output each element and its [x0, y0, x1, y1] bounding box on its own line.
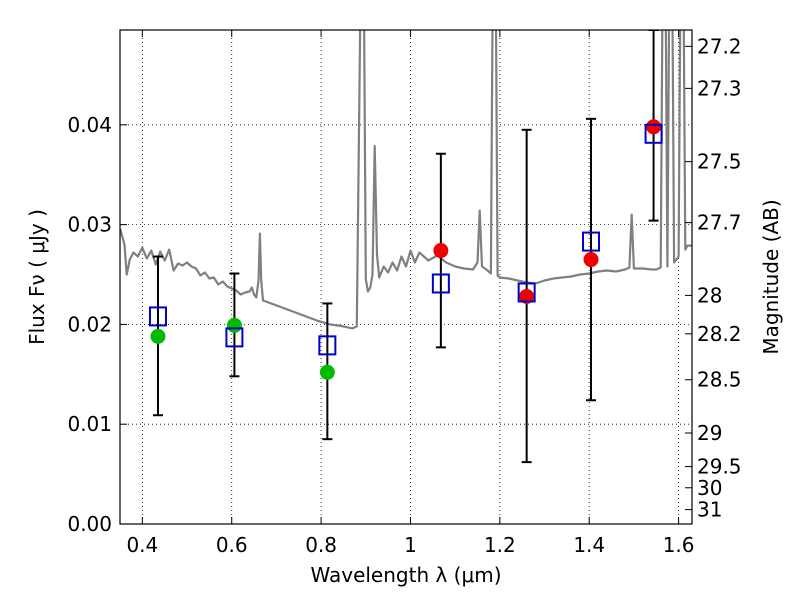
spectrum-line [120, 30, 692, 330]
y2-tick-label: 29 [697, 421, 722, 445]
filled-circle-point [319, 364, 335, 380]
filled-circle-point [150, 328, 166, 344]
open-square-point [148, 306, 167, 327]
y2-tick-label: 28.5 [697, 368, 742, 392]
open-square-point [225, 327, 244, 348]
y2-tick-label: 27.5 [697, 150, 742, 174]
x-axis-label: Wavelength λ (μm) [310, 563, 501, 587]
ticks: 0.4 0.6 0.8 1 1.2 1.4 1.6 0.00 0.01 0.02 0.03 0.04 2… [67, 30, 742, 557]
plot-frame [119, 29, 693, 525]
x-tick-label: 0.4 [126, 533, 158, 557]
y2-tick-label: 31 [697, 498, 722, 522]
y-tick-label: 0.03 [67, 213, 112, 237]
y-tick-label: 0.02 [67, 312, 112, 336]
open-square-point [644, 123, 663, 144]
y-axis-label: Flux Fν ( μJy ) [25, 209, 49, 345]
filled-circle-point [519, 288, 535, 304]
x-tick-label: 1.6 [663, 533, 695, 557]
x-tick-label: 1.4 [573, 533, 605, 557]
y2-tick-label: 27.2 [697, 34, 742, 58]
filled-circle-point [433, 243, 449, 259]
y-tick-label: 0.00 [67, 512, 112, 536]
open-square-point [431, 273, 450, 294]
model-spectrum [120, 30, 692, 330]
open-square-point [517, 282, 536, 303]
plot-area [120, 30, 692, 524]
x-tick-label: 1.2 [484, 533, 516, 557]
y-tick-label: 0.04 [67, 113, 112, 137]
x-tick-label: 1 [404, 533, 417, 557]
filled-circle-point [583, 252, 599, 268]
y2-tick-label: 29.5 [697, 455, 742, 479]
y2-tick-label: 27.3 [697, 76, 742, 100]
x-tick-label: 0.6 [216, 533, 248, 557]
open-square-point [582, 231, 601, 252]
x-tick-label: 0.8 [305, 533, 337, 557]
y-tick-label: 0.01 [67, 412, 112, 436]
filled-circle-point [226, 317, 242, 333]
filled-circle-point [646, 119, 662, 135]
y2-axis-label: Magnitude (AB) [759, 199, 783, 354]
y2-tick-label: 28 [697, 283, 722, 307]
open-square-point [318, 335, 337, 356]
y2-tick-label: 27.7 [697, 211, 742, 235]
y2-tick-label: 28.2 [697, 322, 742, 346]
y2-tick-label: 30 [697, 476, 722, 500]
data-markers [148, 119, 663, 380]
